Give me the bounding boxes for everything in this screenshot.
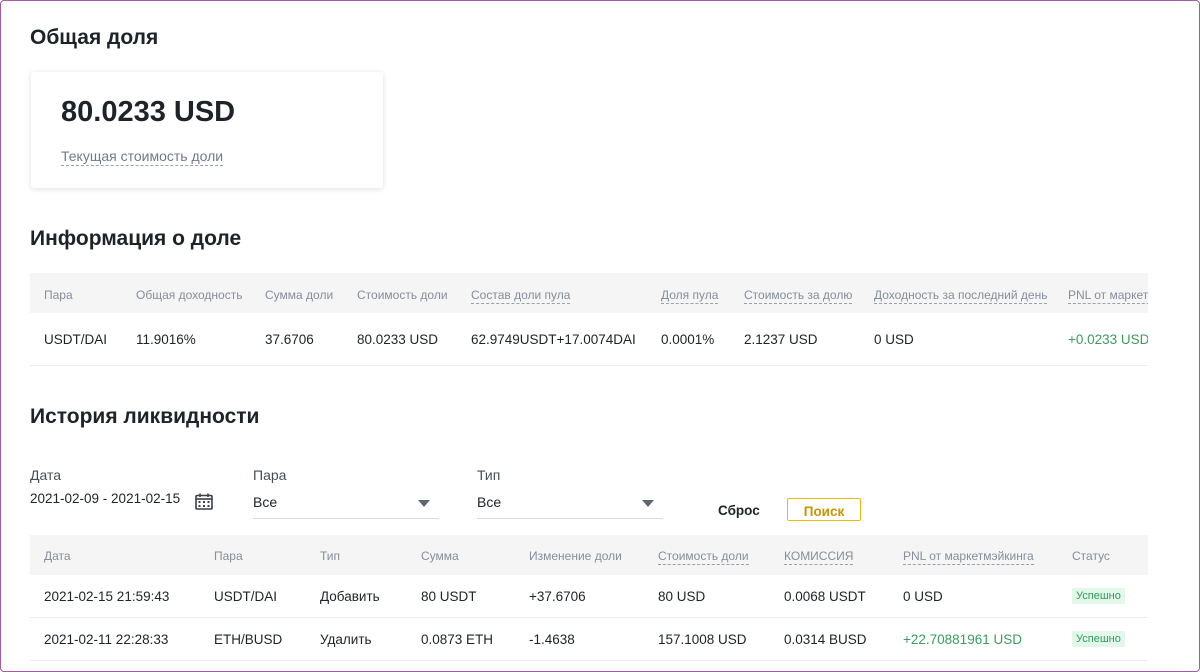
cell-value-per-share: 2.1237 USD — [744, 332, 818, 347]
chevron-down-icon[interactable] — [642, 500, 654, 507]
col-mm-pnl[interactable]: PNL от маркетмэйкинга — [1068, 288, 1148, 304]
hcol-mm-pnl[interactable]: PNL от маркетмэйкинга — [903, 549, 1034, 565]
hcol-status: Статус — [1072, 549, 1110, 563]
share-value-card: 80.0233 USD Текущая стоимость доли — [31, 72, 383, 188]
section-title-liquidity-history: История ликвидности — [30, 405, 260, 428]
status-badge: Успешно — [1072, 588, 1125, 604]
calendar-icon[interactable] — [195, 493, 213, 510]
hcol-pair: Пара — [214, 549, 243, 563]
cell-pair: USDT/DAI — [44, 332, 108, 347]
filter-date-input[interactable]: 2021-02-09 - 2021-02-15 — [30, 491, 181, 506]
table-row-2-share-change: -1.4638 — [529, 632, 575, 647]
table-row-2-commission: 0.0314 BUSD — [784, 632, 867, 647]
filter-date-label: Дата — [30, 467, 62, 483]
table-row-1-amount: 80 USDT — [421, 589, 477, 604]
share-info-header — [30, 273, 1148, 313]
table-row-2-share-value: 157.1008 USD — [658, 632, 747, 647]
filter-pair-label: Пара — [253, 467, 287, 483]
share-value: 80.0233 USD — [61, 96, 236, 128]
col-pool-composition[interactable]: Состав доли пула — [471, 288, 571, 304]
table-row-1-share-change: +37.6706 — [529, 589, 586, 604]
table-row-1-mm-pnl: 0 USD — [903, 589, 943, 604]
chevron-down-icon[interactable] — [418, 500, 430, 507]
col-pair: Пара — [44, 288, 73, 302]
table-row-2-pair: ETH/BUSD — [214, 632, 283, 647]
filter-pair-select[interactable]: Все — [253, 494, 278, 510]
table-row-1-date: 2021-02-15 21:59:43 — [44, 589, 170, 604]
hcol-type: Тип — [320, 549, 341, 563]
col-share-amount: Сумма доли — [265, 288, 334, 302]
share-value-label[interactable]: Текущая стоимость доли — [61, 148, 224, 166]
cell-pool-composition: 62.9749USDT+17.0074DAI — [471, 332, 636, 347]
cell-share-amount: 37.6706 — [265, 332, 314, 347]
cell-pool-share: 0.0001% — [661, 332, 715, 347]
col-last-day-yield[interactable]: Доходность за последний день — [874, 288, 1048, 304]
filter-type-underline — [477, 518, 663, 519]
hcol-amount: Сумма — [421, 549, 459, 563]
hcol-commission[interactable]: КОМИССИЯ — [784, 549, 854, 565]
row-divider — [30, 617, 1148, 618]
reset-button[interactable]: Сброс — [718, 503, 760, 518]
hcol-share-change: Изменение доли — [529, 549, 622, 563]
col-total-yield: Общая доходность — [136, 288, 243, 302]
table-row-2-type: Удалить — [320, 632, 372, 647]
table-row-1-share-value: 80 USD — [658, 589, 706, 604]
filter-type-select[interactable]: Все — [477, 494, 502, 510]
table-row-2-amount: 0.0873 ETH — [421, 632, 494, 647]
cell-total-yield: 11.9016% — [136, 332, 196, 347]
cell-last-day-yield: 0 USD — [874, 332, 914, 347]
filter-type-label: Тип — [477, 467, 501, 483]
row-divider — [30, 365, 1148, 366]
cell-mm-pnl: +0.0233 USD — [1068, 332, 1148, 347]
table-row-1-pair: USDT/DAI — [214, 589, 278, 604]
table-row-2-mm-pnl: +22.70881961 USD — [903, 632, 1022, 647]
share-info-table: Пара Общая доходность Сумма доли Стоимос… — [30, 273, 1148, 367]
col-share-value: Стоимость доли — [357, 288, 448, 302]
hcol-share-value[interactable]: Стоимость доли — [658, 549, 749, 565]
section-title-total-share: Общая доля — [30, 26, 159, 49]
section-title-share-info: Информация о доле — [30, 227, 242, 250]
col-pool-share[interactable]: Доля пула — [661, 288, 719, 304]
table-row-1-type: Добавить — [320, 589, 380, 604]
status-badge: Успешно — [1072, 631, 1125, 647]
col-value-per-share[interactable]: Стоимость за долю — [744, 288, 853, 304]
table-row-2-date: 2021-02-11 22:28:33 — [44, 632, 169, 647]
search-button[interactable]: Поиск — [787, 498, 861, 521]
filter-pair-underline — [253, 518, 439, 519]
hcol-date: Дата — [44, 549, 71, 563]
row-divider — [30, 660, 1148, 661]
history-table-header — [30, 535, 1148, 575]
table-row-1-commission: 0.0068 USDT — [784, 589, 866, 604]
cell-share-value: 80.0233 USD — [357, 332, 439, 347]
